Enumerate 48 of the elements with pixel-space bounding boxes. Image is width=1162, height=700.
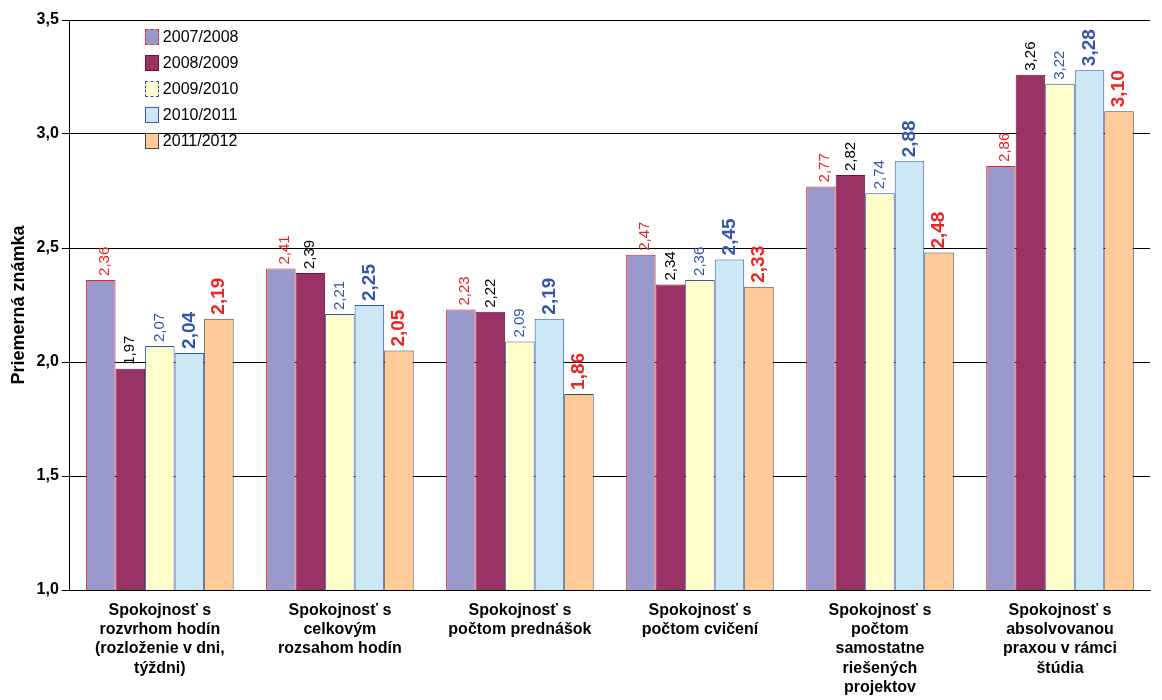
x-tick-label: Spokojnosť s počtom prednášok [448, 601, 592, 638]
legend-label: 2011/2012 [162, 131, 238, 151]
data-label: 2,04 [177, 311, 199, 349]
y-tick-label: 2,0 [36, 352, 59, 370]
x-tick-label: Spokojnosť s počtom samostatne riešených projektov [828, 601, 932, 695]
data-label: 2,47 [635, 221, 653, 251]
y-tick-label: 3,0 [36, 124, 59, 142]
data-label: 2,22 [480, 278, 498, 308]
data-label: 2,33 [747, 245, 769, 283]
data-label: 3,26 [1020, 41, 1038, 71]
y-tick-label: 2,5 [36, 238, 59, 256]
y-tick-label: 1,5 [36, 466, 59, 484]
data-label: 2,23 [455, 276, 472, 306]
data-label: 2,74 [870, 160, 888, 190]
data-label: 2,19 [207, 277, 229, 315]
data-label: 3,22 [1050, 50, 1068, 80]
data-label: 2,77 [815, 153, 833, 183]
data-label: 2,36 [690, 246, 708, 276]
x-tick-label: Spokojnosť s rozvrhom hodín (rozloženie v dni, týždni) [94, 601, 225, 676]
y-axis-title: Priemerná známka [7, 224, 28, 385]
data-label: 2,25 [357, 263, 379, 301]
data-label: 1,97 [120, 335, 138, 365]
data-label: 1,86 [567, 352, 589, 390]
legend-label: 2007/2008 [162, 27, 239, 47]
data-label: 3,28 [1077, 29, 1099, 67]
y-tick-label: 3,5 [36, 10, 59, 28]
data-label: 2,39 [300, 239, 318, 270]
data-label: 2,05 [387, 309, 409, 347]
data-label: 2,09 [510, 308, 528, 338]
x-tick-label: Spokojnosť s celkovým rozsahom hodín [278, 601, 402, 657]
data-label: 2,88 [897, 120, 919, 158]
data-label: 2,48 [927, 211, 949, 249]
data-label: 2,19 [537, 277, 559, 315]
legend-label: 2009/2010 [162, 79, 239, 99]
data-label: 2,21 [330, 280, 348, 311]
y-tick-label: 1,0 [36, 580, 59, 598]
legend-label: 2008/2009 [162, 53, 239, 73]
legend-label: 2010/2011 [162, 105, 238, 125]
data-label: 2,45 [717, 217, 739, 256]
data-label: 2,34 [660, 251, 678, 281]
data-label: 3,10 [1107, 70, 1129, 108]
data-label: 2,07 [150, 312, 167, 343]
data-label: 2,86 [995, 132, 1013, 162]
data-label: 2,36 [94, 246, 112, 276]
data-label: 2,41 [274, 235, 292, 265]
x-tick-label: Spokojnosť s počtom cvičení [641, 601, 759, 638]
x-tick-label: Spokojnosť s absolvovanou praxou v rámci štúdia [1003, 601, 1117, 676]
data-label: 2,82 [840, 141, 858, 172]
